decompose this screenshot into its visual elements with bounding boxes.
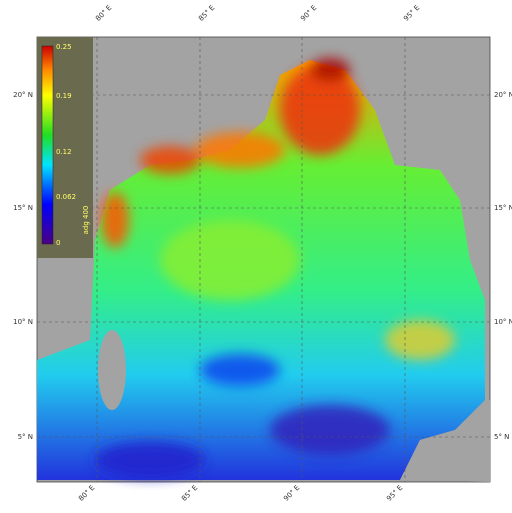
lon-label: 95° E: [385, 484, 404, 503]
lon-label: 80° E: [94, 4, 113, 23]
colorbar-ramp: [41, 45, 54, 245]
lon-label: 85° E: [197, 4, 216, 23]
lat-label: 15° N: [494, 204, 512, 212]
lon-labels-bottom: 80° E 85° E 90° E 95° E: [77, 484, 404, 503]
colorbar-tick: 0.12: [56, 148, 72, 156]
lat-label: 20° N: [13, 91, 33, 99]
colorbar-tick: 0.062: [56, 193, 76, 201]
ocean: [37, 58, 490, 482]
lat-labels-left: 20° N 15° N 10° N 5° N: [13, 91, 33, 441]
lon-labels-top: 80° E 85° E 90° E 95° E: [94, 4, 421, 23]
lon-label: 95° E: [402, 4, 421, 23]
colorbar-tick: 0: [56, 239, 60, 247]
lon-label: 80° E: [77, 484, 96, 503]
colorbar-label: adg 400: [82, 206, 90, 235]
lat-label: 15° N: [13, 204, 33, 212]
colorbar-tick: 0.25: [56, 43, 72, 51]
lat-label: 20° N: [494, 91, 512, 99]
lat-label: 10° N: [13, 318, 33, 326]
lat-labels-right: 20° N 15° N 10° N 5° N: [494, 91, 512, 441]
lat-label: 5° N: [18, 433, 33, 441]
colorbar: 0.25 0.19 0.12 0.062 0 adg 400: [37, 37, 93, 258]
colorbar-tick: 0.19: [56, 92, 72, 100]
lon-label: 85° E: [180, 484, 199, 503]
lat-label: 10° N: [494, 318, 512, 326]
lon-label: 90° E: [282, 484, 301, 503]
lat-label: 5° N: [494, 433, 509, 441]
lon-label: 90° E: [299, 4, 318, 23]
graticule: [37, 37, 490, 482]
